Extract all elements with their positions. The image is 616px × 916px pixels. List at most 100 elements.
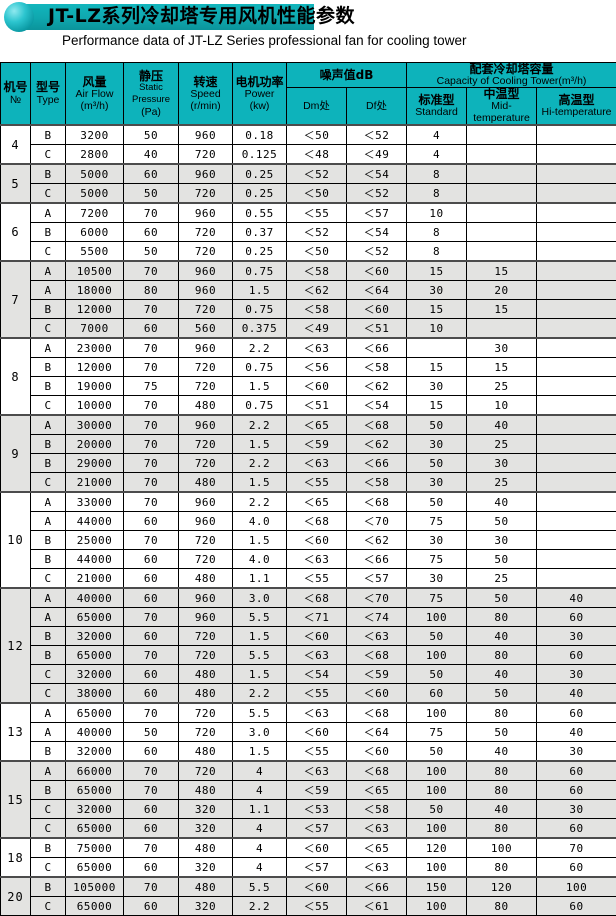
col-header-power: 电机功率 Power (kw) <box>233 63 287 126</box>
cell-air-flow: 7000 <box>66 319 124 339</box>
cell-cap-hi <box>537 164 616 184</box>
page-subtitle: Performance data of JT-LZ Series profess… <box>62 33 466 48</box>
col-header-no: 机号 № <box>1 63 31 126</box>
cell-cap-hi <box>537 358 616 377</box>
cell-cap-standard: 30 <box>407 569 467 589</box>
cell-cap-hi <box>537 203 616 223</box>
cell-cap-hi <box>537 512 616 531</box>
cell-static-pressure: 70 <box>124 358 179 377</box>
cell-power: 0.125 <box>233 145 287 165</box>
cell-speed: 720 <box>179 454 233 473</box>
cell-static-pressure: 60 <box>124 800 179 819</box>
cell-type: C <box>31 800 66 819</box>
cell-static-pressure: 70 <box>124 415 179 435</box>
cell-cap-mid: 40 <box>467 665 537 684</box>
cell-machine-no: 15 <box>1 761 31 838</box>
cell-noise-df: ＜64 <box>347 723 407 742</box>
cell-power: 2.2 <box>233 454 287 473</box>
cell-type: A <box>31 723 66 742</box>
cell-cap-hi <box>537 531 616 550</box>
cell-cap-hi: 60 <box>537 608 616 627</box>
cell-power: 1.1 <box>233 800 287 819</box>
cell-cap-mid: 25 <box>467 473 537 493</box>
cell-type: B <box>31 877 66 897</box>
cell-cap-hi <box>537 454 616 473</box>
cell-noise-dm: ＜63 <box>287 550 347 569</box>
cell-cap-mid: 80 <box>467 897 537 916</box>
cell-noise-dm: ＜68 <box>287 588 347 608</box>
cell-noise-df: ＜68 <box>347 492 407 512</box>
cell-speed: 480 <box>179 684 233 704</box>
cell-machine-no: 8 <box>1 338 31 415</box>
cell-cap-mid: 50 <box>467 512 537 531</box>
cell-power: 5.5 <box>233 646 287 665</box>
cell-machine-no: 7 <box>1 261 31 338</box>
cell-air-flow: 105000 <box>66 877 124 897</box>
cell-cap-hi <box>537 125 616 145</box>
cell-type: B <box>31 531 66 550</box>
cell-type: C <box>31 665 66 684</box>
cell-type: A <box>31 492 66 512</box>
col-header-no-en: № <box>1 94 30 106</box>
cell-cap-standard: 50 <box>407 492 467 512</box>
cell-air-flow: 32000 <box>66 627 124 646</box>
col-header-type: 型号 Type <box>31 63 66 126</box>
cell-cap-standard: 8 <box>407 184 467 204</box>
cell-type: A <box>31 261 66 281</box>
cell-static-pressure: 60 <box>124 897 179 916</box>
cell-cap-mid: 80 <box>467 781 537 800</box>
cell-noise-dm: ＜57 <box>287 858 347 878</box>
cell-machine-no: 5 <box>1 164 31 203</box>
col-header-speed-unit: (r/min) <box>179 100 232 112</box>
cell-noise-dm: ＜60 <box>287 627 347 646</box>
cell-static-pressure: 80 <box>124 281 179 300</box>
cell-cap-standard: 50 <box>407 800 467 819</box>
cell-cap-hi: 40 <box>537 684 616 704</box>
cell-noise-dm: ＜55 <box>287 897 347 916</box>
col-header-static-pressure: 静压 Static Pressure (Pa) <box>124 63 179 126</box>
cell-type: B <box>31 627 66 646</box>
cell-speed: 480 <box>179 742 233 762</box>
cell-power: 5.5 <box>233 608 287 627</box>
cell-cap-standard: 4 <box>407 125 467 145</box>
cell-noise-dm: ＜65 <box>287 492 347 512</box>
cell-air-flow: 10000 <box>66 396 124 416</box>
cell-cap-standard: 100 <box>407 897 467 916</box>
cell-speed: 720 <box>179 627 233 646</box>
cell-power: 1.5 <box>233 473 287 493</box>
cell-noise-df: ＜70 <box>347 588 407 608</box>
cell-air-flow: 65000 <box>66 608 124 627</box>
cell-type: A <box>31 588 66 608</box>
cell-noise-df: ＜58 <box>347 358 407 377</box>
cell-cap-mid: 15 <box>467 358 537 377</box>
cell-static-pressure: 60 <box>124 627 179 646</box>
cell-noise-dm: ＜71 <box>287 608 347 627</box>
cell-speed: 320 <box>179 800 233 819</box>
cell-cap-mid: 80 <box>467 761 537 781</box>
cell-power: 0.375 <box>233 319 287 339</box>
cell-cap-hi: 30 <box>537 627 616 646</box>
cell-cap-hi <box>537 415 616 435</box>
cell-noise-df: ＜52 <box>347 184 407 204</box>
cell-air-flow: 65000 <box>66 897 124 916</box>
cell-type: A <box>31 703 66 723</box>
cell-cap-mid <box>467 223 537 242</box>
cell-noise-df: ＜54 <box>347 223 407 242</box>
cell-power: 2.2 <box>233 338 287 358</box>
cell-type: A <box>31 512 66 531</box>
cell-cap-hi <box>537 550 616 569</box>
cell-cap-hi: 60 <box>537 858 616 878</box>
cell-noise-df: ＜57 <box>347 203 407 223</box>
cell-cap-hi <box>537 223 616 242</box>
cell-noise-df: ＜59 <box>347 665 407 684</box>
cell-cap-standard: 75 <box>407 550 467 569</box>
